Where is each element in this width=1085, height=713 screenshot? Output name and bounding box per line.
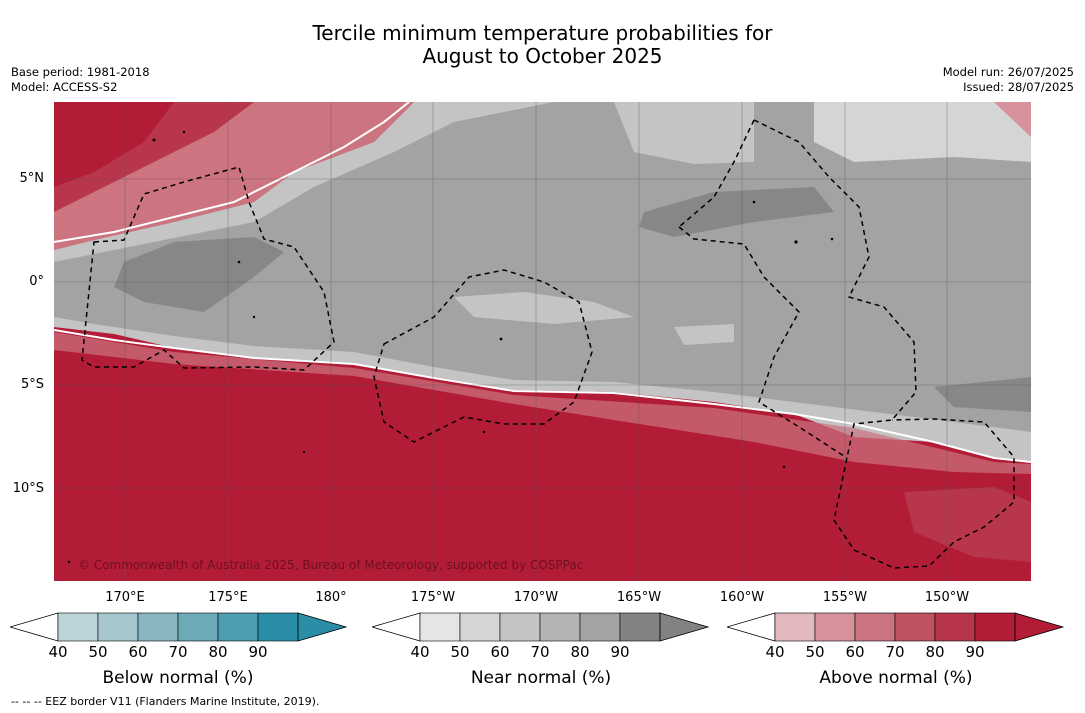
title-line-1: Tercile minimum temperature probabilitie… bbox=[312, 21, 773, 45]
colorbar-segment bbox=[814, 612, 856, 642]
eez-border-central bbox=[373, 269, 593, 443]
colorbar-above-high-arrow bbox=[1014, 612, 1065, 642]
meta-right: Model run: 26/07/2025 Issued: 28/07/2025 bbox=[943, 65, 1074, 95]
lon-label-175w: 175°W bbox=[410, 590, 456, 605]
lon-label-155w: 155°W bbox=[822, 590, 868, 605]
colorbar-tick-label: 80 bbox=[570, 643, 590, 661]
issued-date: Issued: 28/07/2025 bbox=[963, 80, 1074, 94]
colorbar-below-high-arrow bbox=[297, 612, 348, 642]
colorbar-near-high-arrow bbox=[659, 612, 710, 642]
title-line-2: August to October 2025 bbox=[422, 44, 663, 68]
colorbar-tick-label: 70 bbox=[885, 643, 905, 661]
lat-label-5s: 5°S bbox=[20, 377, 44, 392]
colorbar-tick-label: 60 bbox=[128, 643, 148, 661]
copyright-text: © Commonwealth of Australia 2025, Bureau… bbox=[78, 558, 584, 572]
probability-map bbox=[54, 102, 1031, 581]
lat-label-5n: 5°N bbox=[19, 171, 45, 186]
lon-label-170e: 170°E bbox=[105, 590, 145, 605]
model-run: Model run: 26/07/2025 bbox=[942, 65, 1074, 79]
colorbar-segment bbox=[579, 612, 621, 642]
colorbar-segment bbox=[974, 612, 1016, 642]
model-name: Model: ACCESS-S2 bbox=[11, 80, 118, 94]
colorbar-tick-label: 50 bbox=[805, 643, 825, 661]
colorbar-segment bbox=[257, 612, 299, 642]
colorbar-above-title: Above normal (%) bbox=[819, 668, 973, 688]
colorbar-segment bbox=[97, 612, 139, 642]
eez-footnote: -- -- -- EEZ border V11 (Flanders Marine… bbox=[11, 695, 320, 708]
above-normal-region-southeast bbox=[904, 487, 1031, 562]
colorbar-tick-label: 40 bbox=[48, 643, 68, 661]
colorbar-segment bbox=[137, 612, 179, 642]
colorbar-tick-label: 80 bbox=[208, 643, 228, 661]
colorbar-segment bbox=[619, 612, 661, 642]
colorbar-segment bbox=[854, 612, 896, 642]
colorbar-tick-label: 40 bbox=[410, 643, 430, 661]
map-panel bbox=[54, 102, 1031, 581]
meta-left: Base period: 1981-2018 Model: ACCESS-S2 bbox=[11, 65, 150, 95]
category-boundary-north bbox=[54, 102, 410, 243]
colorbar-segment bbox=[539, 612, 581, 642]
colorbar-below-low-arrow bbox=[10, 612, 59, 642]
lat-label-10s: 10°S bbox=[12, 481, 44, 496]
lon-label-150w: 150°W bbox=[924, 590, 970, 605]
colorbar-tick-label: 90 bbox=[965, 643, 985, 661]
colorbar-near-low-arrow bbox=[372, 612, 421, 642]
colorbar-tick-label: 60 bbox=[490, 643, 510, 661]
eez-border-east bbox=[753, 119, 1015, 569]
colorbar-segment bbox=[894, 612, 936, 642]
colorbar-segment bbox=[217, 612, 259, 642]
lon-label-165w: 165°W bbox=[616, 590, 662, 605]
colorbar-tick-label: 50 bbox=[450, 643, 470, 661]
colorbar-below-normal bbox=[10, 612, 348, 642]
map-title: Tercile minimum temperature probabilitie… bbox=[0, 22, 1085, 68]
colorbar-segment bbox=[419, 612, 461, 642]
colorbar-near-normal bbox=[372, 612, 710, 642]
lat-label-0: 0° bbox=[29, 274, 44, 289]
colorbar-tick-label: 40 bbox=[765, 643, 785, 661]
colorbar-segment bbox=[177, 612, 219, 642]
colorbar-tick-label: 90 bbox=[248, 643, 268, 661]
colorbar-tick-label: 80 bbox=[925, 643, 945, 661]
lon-label-180: 180° bbox=[315, 590, 347, 605]
category-boundary-south bbox=[54, 329, 1031, 463]
colorbar-near-title: Near normal (%) bbox=[470, 668, 612, 688]
lon-label-175e: 175°E bbox=[208, 590, 248, 605]
colorbar-tick-label: 70 bbox=[530, 643, 550, 661]
colorbar-segment bbox=[934, 612, 976, 642]
colorbar-segment bbox=[774, 612, 816, 642]
colorbar-above-low-arrow bbox=[727, 612, 776, 642]
base-period: Base period: 1981-2018 bbox=[11, 65, 150, 79]
colorbar-tick-label: 90 bbox=[610, 643, 630, 661]
lon-label-160w: 160°W bbox=[719, 590, 765, 605]
colorbar-below-title: Below normal (%) bbox=[102, 668, 254, 688]
colorbar-tick-label: 70 bbox=[168, 643, 188, 661]
colorbar-segment bbox=[499, 612, 541, 642]
colorbar-tick-label: 60 bbox=[845, 643, 865, 661]
near-normal-max-area bbox=[114, 237, 284, 312]
colorbar-segment bbox=[459, 612, 501, 642]
colorbar-above-normal bbox=[727, 612, 1065, 642]
colorbar-tick-label: 50 bbox=[88, 643, 108, 661]
colorbar-segment bbox=[57, 612, 99, 642]
lon-label-170w: 170°W bbox=[513, 590, 559, 605]
